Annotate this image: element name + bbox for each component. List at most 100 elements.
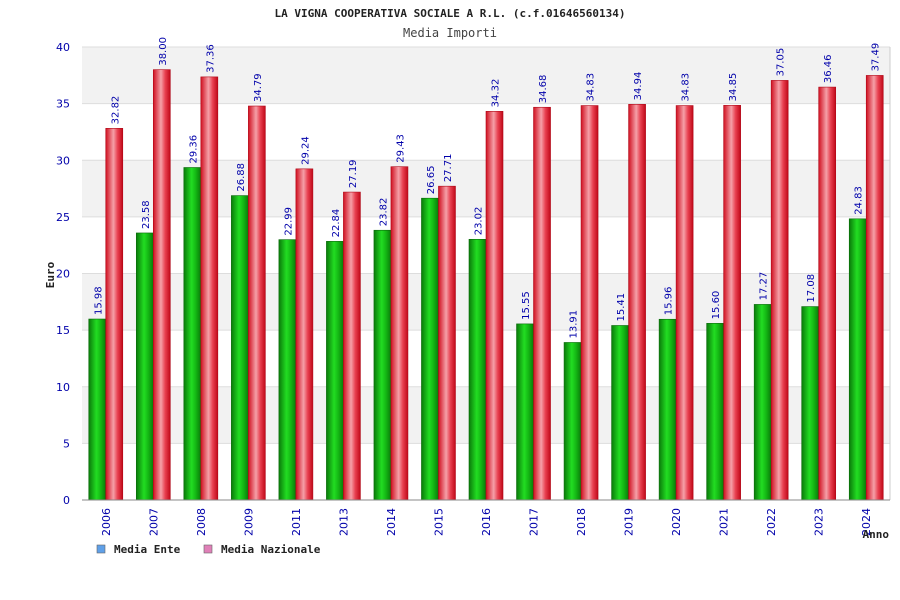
data-label: 15.96: [664, 287, 675, 316]
data-label: 38.00: [158, 37, 169, 66]
y-tick-label: 10: [56, 381, 70, 394]
legend-label: Media Ente: [114, 543, 181, 556]
x-tick-label: 2023: [813, 508, 826, 536]
bar-media-ente: [183, 167, 202, 501]
x-tick-label: 2013: [337, 508, 350, 536]
bar-media-nazionale: [200, 76, 219, 501]
legend-swatch: [203, 544, 213, 554]
x-tick-label: 2011: [290, 508, 303, 536]
x-tick-label: 2006: [100, 508, 113, 536]
x-tick-label: 2008: [195, 508, 208, 536]
bar-media-nazionale: [818, 86, 837, 501]
bar-media-nazionale: [105, 128, 124, 501]
bar-media-ente: [373, 229, 392, 501]
y-tick-label: 40: [56, 41, 70, 54]
x-tick-label: 2021: [718, 508, 731, 536]
bar-media-ente: [848, 218, 867, 501]
bar-media-nazionale: [580, 105, 599, 501]
legend: Media Ente Media Nazionale: [96, 543, 321, 556]
x-axis-ticks: 2006 2007 2008 2009 2011 2013 2014 2015 2016 2017…: [100, 508, 873, 536]
x-tick-label: 2017: [528, 508, 541, 536]
x-tick-label: 2022: [765, 508, 778, 536]
x-tick-label: 2016: [480, 508, 493, 536]
bar-media-ente: [801, 306, 820, 501]
data-label: 37.36: [205, 44, 216, 73]
y-tick-label: 20: [56, 268, 70, 281]
data-label: 34.83: [586, 73, 597, 102]
x-tick-label: 2020: [670, 508, 683, 536]
data-label: 29.24: [300, 136, 311, 165]
data-label: 32.82: [110, 96, 121, 125]
bar-media-nazionale: [723, 105, 741, 501]
bar-media-nazionale: [675, 105, 694, 501]
data-label: 37.49: [871, 43, 882, 72]
data-label: 34.83: [681, 73, 692, 102]
data-label: 15.60: [711, 291, 722, 320]
data-label: 23.02: [474, 207, 485, 236]
bar-media-ente: [611, 325, 629, 501]
data-label: 24.83: [854, 186, 865, 215]
data-label: 27.71: [443, 154, 454, 183]
data-label: 23.58: [141, 200, 152, 229]
bar-media-ente: [278, 239, 297, 501]
chart-subtitle: Media Importi: [403, 26, 497, 40]
data-label: 34.79: [253, 73, 264, 102]
x-axis-label: Anno: [863, 528, 890, 541]
bar-media-nazionale: [438, 185, 456, 501]
bar-media-nazionale: [770, 80, 789, 501]
data-label: 23.82: [378, 198, 389, 227]
data-label: 34.94: [633, 72, 644, 101]
bar-media-nazionale: [533, 106, 551, 501]
data-label: 26.65: [426, 166, 437, 195]
data-label: 34.85: [728, 73, 739, 102]
bars: [88, 69, 884, 501]
data-label: 26.88: [236, 163, 247, 192]
data-label: 29.36: [188, 135, 199, 164]
y-tick-label: 0: [63, 494, 70, 507]
bar-media-nazionale: [865, 75, 884, 501]
bar-media-nazionale: [248, 105, 266, 501]
bar-media-ente: [516, 323, 534, 501]
data-label: 27.19: [348, 159, 359, 188]
x-tick-label: 2018: [575, 508, 588, 536]
bar-media-ente: [563, 342, 582, 501]
x-tick-label: 2007: [147, 508, 160, 536]
data-label: 17.08: [806, 274, 817, 303]
data-label: 29.43: [395, 134, 406, 163]
bar-media-ente: [135, 232, 154, 501]
x-tick-label: 2024: [860, 508, 873, 536]
bar-media-ente: [231, 195, 249, 501]
y-axis-ticks: 0 5 10 15 20 25 30 35 40: [56, 41, 70, 507]
y-tick-label: 5: [63, 437, 70, 450]
data-label: 22.84: [331, 209, 342, 238]
y-tick-label: 35: [56, 98, 70, 111]
data-label: 15.41: [616, 293, 627, 322]
x-tick-label: 2019: [623, 508, 636, 536]
bar-media-ente: [753, 304, 772, 501]
legend-label: Media Nazionale: [221, 543, 321, 556]
data-labels: 15.98 32.82 23.58 38.00 29.36 37.36 26.88 34.79…: [93, 37, 881, 338]
data-label: 37.05: [776, 48, 787, 77]
x-tick-label: 2014: [385, 508, 398, 536]
bar-media-nazionale: [485, 111, 504, 501]
legend-swatch: [96, 544, 106, 554]
data-label: 15.55: [521, 291, 532, 320]
data-label: 34.68: [538, 75, 549, 104]
data-label: 13.91: [569, 310, 580, 339]
data-label: 22.99: [283, 207, 294, 236]
bar-media-ente: [421, 197, 439, 501]
data-label: 36.46: [823, 54, 834, 83]
bar-media-ente: [326, 241, 344, 501]
bar-media-ente: [88, 318, 107, 501]
x-tick-label: 2009: [242, 508, 255, 536]
y-axis-label: Euro: [44, 261, 57, 288]
y-tick-label: 15: [56, 324, 70, 337]
data-label: 34.32: [491, 79, 502, 108]
bar-media-nazionale: [295, 168, 314, 501]
data-label: 15.98: [93, 286, 104, 315]
bar-media-nazionale: [152, 69, 171, 501]
bar-media-ente: [658, 318, 677, 501]
bar-media-nazionale: [628, 104, 646, 501]
bar-media-nazionale: [343, 191, 361, 501]
